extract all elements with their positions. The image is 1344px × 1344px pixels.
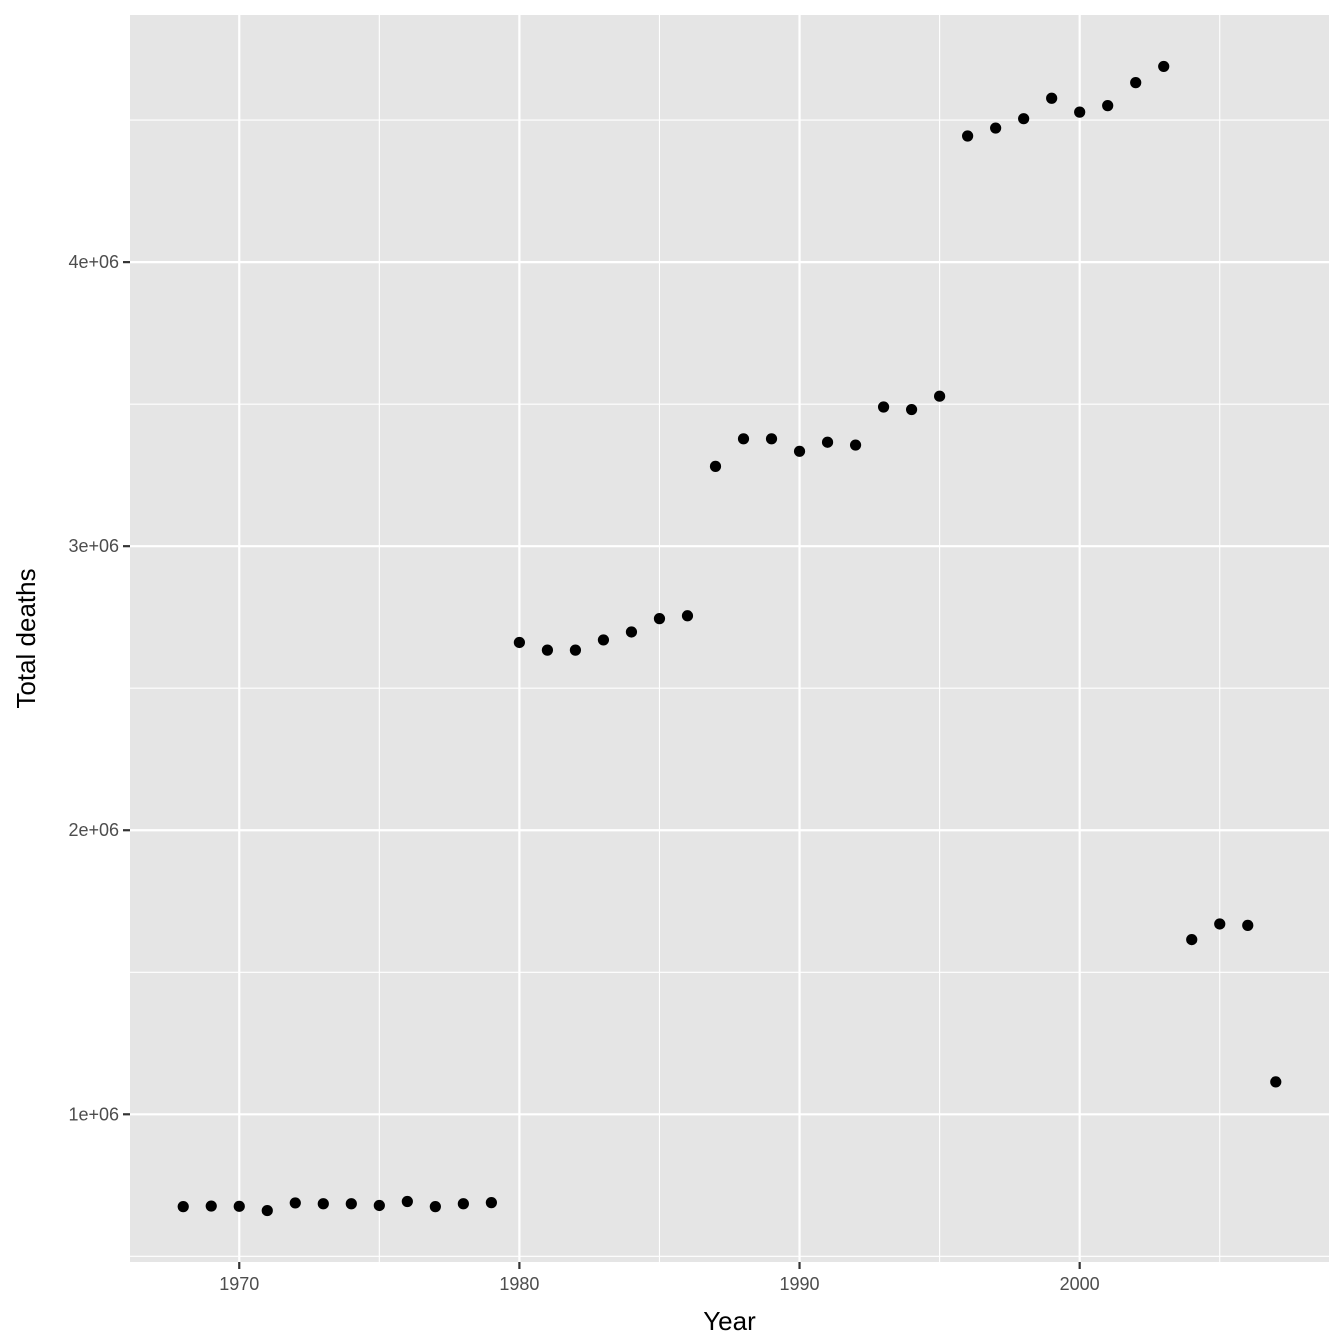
y-axis-tick-labels: 1e+06 2e+06 3e+06 4e+06 (68, 252, 119, 1124)
data-point (513, 636, 525, 649)
data-point (737, 433, 750, 445)
axis-ticks (123, 261, 1081, 1269)
data-point (457, 1198, 469, 1210)
data-point (429, 1201, 441, 1213)
x-axis-title: Year (703, 1306, 756, 1336)
data-point (1186, 933, 1198, 946)
data-point (485, 1197, 497, 1209)
data-point (289, 1197, 301, 1209)
x-tick-label: 1980 (499, 1274, 539, 1294)
data-point (261, 1204, 273, 1217)
data-point (625, 626, 638, 638)
data-point (653, 613, 666, 625)
data-point (962, 130, 974, 142)
minor-gridlines (130, 15, 1329, 1262)
data-point (1242, 919, 1254, 931)
data-point (597, 634, 610, 646)
data-point (233, 1200, 245, 1212)
plot-panel (130, 15, 1329, 1262)
data-point (345, 1198, 357, 1210)
x-tick-label: 2000 (1060, 1274, 1100, 1294)
data-point (905, 403, 918, 416)
data-point (765, 433, 778, 445)
data-point (205, 1200, 217, 1212)
x-axis-tick-labels: 1970 1980 1990 2000 (219, 1274, 1099, 1294)
data-point (1214, 918, 1226, 930)
data-point (1074, 106, 1086, 118)
data-point (681, 610, 694, 622)
data-point (1270, 1076, 1282, 1088)
data-point (934, 390, 946, 402)
y-tick-label: 4e+06 (68, 252, 119, 272)
data-point (177, 1201, 189, 1213)
data-point (1046, 92, 1058, 104)
x-tick-label: 1970 (219, 1274, 259, 1294)
y-tick-label: 2e+06 (68, 820, 119, 840)
major-gridlines (130, 15, 1329, 1262)
data-point (709, 460, 722, 472)
data-point (990, 122, 1002, 134)
data-point (877, 401, 890, 413)
data-point (849, 439, 862, 451)
x-tick-label: 1990 (780, 1274, 820, 1294)
data-point (541, 644, 554, 656)
data-point (1130, 77, 1142, 89)
y-tick-label: 1e+06 (68, 1104, 119, 1124)
data-point (1018, 113, 1030, 125)
data-point (1158, 60, 1170, 73)
data-point (793, 445, 806, 457)
data-point (401, 1195, 413, 1208)
data-point (317, 1198, 329, 1210)
data-points (177, 60, 1282, 1217)
y-axis-title: Total deaths (11, 568, 41, 708)
data-point (569, 644, 582, 656)
data-point (1102, 100, 1114, 112)
y-tick-label: 3e+06 (68, 536, 119, 556)
data-point (821, 436, 834, 448)
data-point (373, 1199, 385, 1212)
